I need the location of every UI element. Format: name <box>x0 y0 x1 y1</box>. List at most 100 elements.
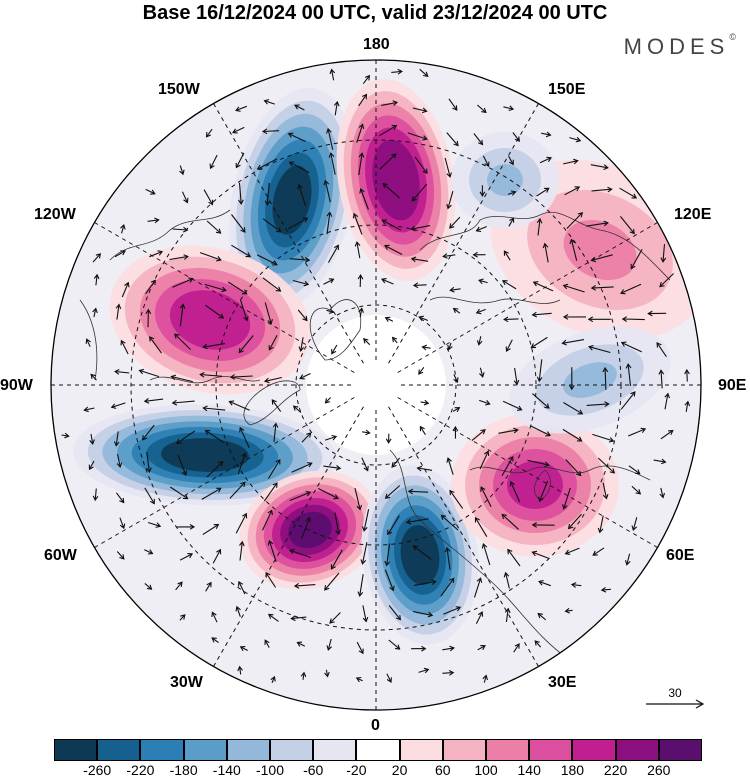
anomaly-pos-165E <box>336 79 456 281</box>
wind-vector <box>498 427 519 434</box>
wind-vector <box>449 489 464 509</box>
wind-vector <box>61 432 70 439</box>
wind-vector <box>171 399 195 406</box>
wind-vector <box>334 512 341 536</box>
wind-vector <box>93 273 100 286</box>
wind-vector <box>299 373 311 380</box>
wind-vector <box>327 244 339 263</box>
wind-vector <box>264 639 270 648</box>
wind-vector <box>239 540 245 561</box>
wind-vector <box>592 433 615 443</box>
wind-vector <box>175 581 183 591</box>
colorbar-swatch <box>529 739 573 761</box>
wind-vector <box>684 400 691 412</box>
coastline <box>419 211 671 281</box>
wind-vector <box>359 188 369 210</box>
wind-vector <box>597 515 604 534</box>
anomaly-contour-band <box>288 511 332 549</box>
wind-vector <box>264 182 271 206</box>
wind-vector <box>239 426 250 449</box>
wind-vector <box>391 68 403 75</box>
wind-vector <box>653 458 667 465</box>
wind-vector <box>452 407 461 413</box>
coastline <box>429 296 561 304</box>
wind-vector <box>513 367 520 386</box>
wind-vector <box>411 183 428 202</box>
wind-vector <box>476 336 483 346</box>
wind-vector <box>508 217 515 227</box>
wind-vector <box>384 316 394 322</box>
wind-vector <box>619 216 635 235</box>
wind-vector <box>138 368 160 378</box>
wind-vector <box>384 244 403 255</box>
wind-vector <box>229 481 246 499</box>
wind-vector <box>288 161 310 174</box>
wind-vector <box>386 673 392 683</box>
colorbar-tick-label: 20 <box>391 762 408 778</box>
wind-vector <box>621 316 645 322</box>
colorbar-tick-label: 60 <box>435 762 451 778</box>
wind-vector <box>538 580 551 587</box>
wind-vector <box>298 337 305 352</box>
wind-vector <box>508 155 514 166</box>
wind-vector <box>388 605 402 621</box>
wind-vector <box>586 220 609 227</box>
lon-label-60e: 60E <box>666 547 695 564</box>
wind-vector <box>146 452 152 474</box>
wind-vector <box>447 342 453 351</box>
wind-vector <box>391 457 401 468</box>
wind-vector <box>569 238 578 261</box>
wind-vector <box>413 579 437 586</box>
wind-vector <box>479 367 485 378</box>
wind-vector <box>268 335 278 351</box>
brand-logo: MODES© <box>623 32 736 59</box>
wind-vector <box>179 165 185 176</box>
wind-vector <box>414 156 428 175</box>
wind-vector <box>452 307 461 314</box>
lon-label-0: 0 <box>371 717 380 734</box>
meridian-line <box>213 103 364 364</box>
wind-vector <box>206 460 224 478</box>
wind-vector <box>477 645 486 651</box>
wind-vector <box>628 465 641 475</box>
wind-vector <box>407 488 429 495</box>
wind-vector <box>440 514 459 531</box>
wind-vector <box>256 254 278 266</box>
wind-vector <box>287 132 306 142</box>
wind-vector <box>202 523 220 536</box>
wind-vector <box>411 645 427 652</box>
wind-vector <box>115 492 125 504</box>
wind-vector <box>362 74 371 85</box>
wind-vector <box>586 401 610 408</box>
wind-vector <box>231 214 246 233</box>
wind-vector <box>473 133 484 146</box>
wind-vector <box>385 433 392 444</box>
wind-vector <box>443 606 462 615</box>
wind-vector <box>479 450 490 470</box>
wind-vector <box>449 216 461 229</box>
wind-vector <box>562 487 571 510</box>
wind-vector <box>115 303 122 320</box>
meridian-line <box>94 397 355 548</box>
anomaly-contour-band <box>487 164 523 196</box>
wind-vector <box>381 219 402 231</box>
wind-vector <box>174 333 191 350</box>
wind-vector <box>143 397 164 404</box>
wind-vector <box>449 286 461 293</box>
wind-vector <box>288 217 309 230</box>
wind-vector <box>391 336 398 344</box>
wind-vector <box>292 279 310 287</box>
wind-vector <box>564 547 580 555</box>
wind-vector <box>481 542 491 566</box>
wind-vector <box>145 308 152 328</box>
colorbar-swatch <box>486 739 530 761</box>
wind-vector <box>261 128 280 135</box>
wind-vector <box>265 572 277 588</box>
wind-vector <box>624 553 631 566</box>
coastline <box>149 376 261 384</box>
colorbar-swatch <box>54 739 98 761</box>
wind-vector <box>442 670 455 676</box>
chart-title: Base 16/12/2024 00 UTC, valid 23/12/2024… <box>142 2 608 24</box>
lon-label-30w: 30W <box>170 674 203 691</box>
anomaly-neg-85E <box>509 326 671 434</box>
